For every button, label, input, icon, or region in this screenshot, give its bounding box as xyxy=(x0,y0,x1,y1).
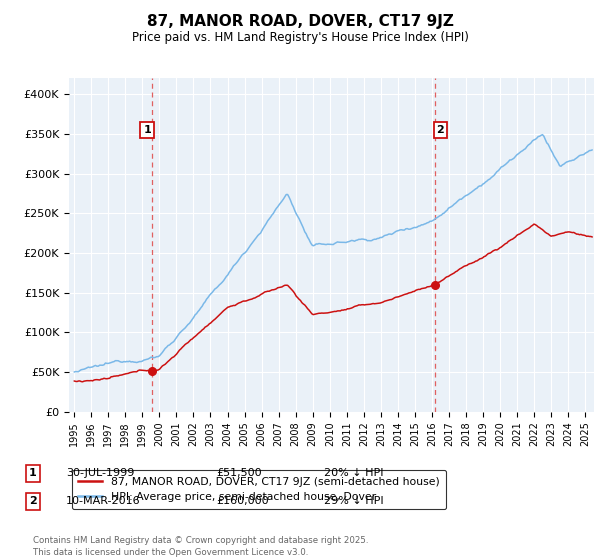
Text: Contains HM Land Registry data © Crown copyright and database right 2025.
This d: Contains HM Land Registry data © Crown c… xyxy=(33,536,368,557)
Text: Price paid vs. HM Land Registry's House Price Index (HPI): Price paid vs. HM Land Registry's House … xyxy=(131,31,469,44)
Text: 29% ↓ HPI: 29% ↓ HPI xyxy=(324,496,383,506)
Text: 2: 2 xyxy=(437,125,444,135)
Text: 20% ↓ HPI: 20% ↓ HPI xyxy=(324,468,383,478)
Text: 2: 2 xyxy=(29,496,37,506)
Text: £160,000: £160,000 xyxy=(216,496,269,506)
Text: 30-JUL-1999: 30-JUL-1999 xyxy=(66,468,134,478)
Legend: 87, MANOR ROAD, DOVER, CT17 9JZ (semi-detached house), HPI: Average price, semi-: 87, MANOR ROAD, DOVER, CT17 9JZ (semi-de… xyxy=(72,470,446,508)
Text: 1: 1 xyxy=(29,468,37,478)
Text: 87, MANOR ROAD, DOVER, CT17 9JZ: 87, MANOR ROAD, DOVER, CT17 9JZ xyxy=(146,14,454,29)
Text: £51,500: £51,500 xyxy=(216,468,262,478)
Text: 1: 1 xyxy=(143,125,151,135)
Text: 10-MAR-2016: 10-MAR-2016 xyxy=(66,496,140,506)
